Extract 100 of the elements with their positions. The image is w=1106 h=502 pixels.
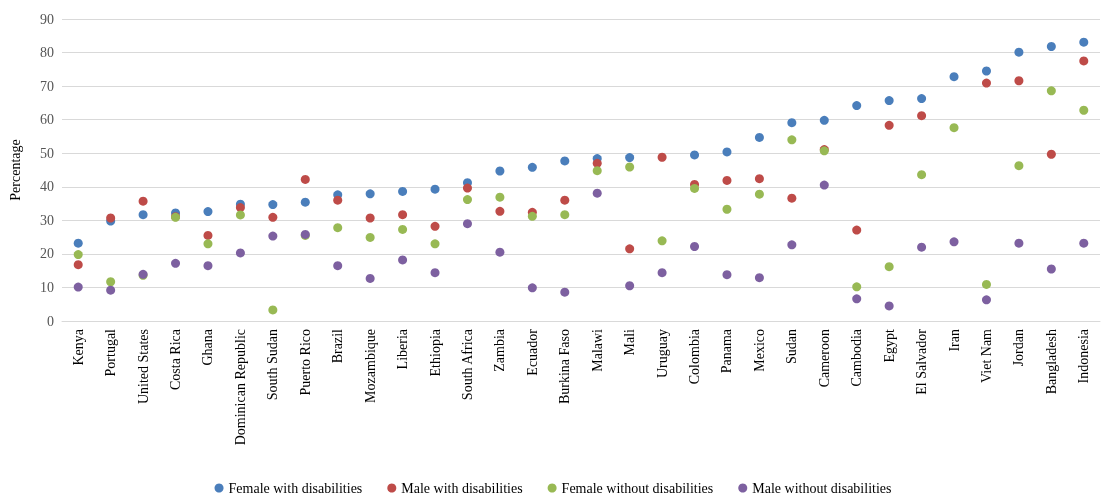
x-tick-label: Viet Nam xyxy=(978,328,994,383)
point xyxy=(917,111,927,121)
point xyxy=(884,262,894,272)
point xyxy=(625,281,635,291)
x-tick-label: Burkina Faso xyxy=(557,329,573,405)
x-tick-label: Zambia xyxy=(492,328,508,372)
point xyxy=(495,206,505,216)
point xyxy=(981,66,991,76)
point xyxy=(171,258,181,268)
point xyxy=(981,295,991,305)
point xyxy=(268,200,278,210)
x-tick-label: South Sudan xyxy=(265,329,281,401)
point xyxy=(138,210,148,220)
point xyxy=(852,225,862,235)
x-tick-label: Portugal xyxy=(103,328,119,377)
legend-label: Female with disabilities xyxy=(228,480,363,496)
point xyxy=(527,283,537,293)
point xyxy=(462,195,472,205)
x-tick-label: Ecuador xyxy=(524,328,540,376)
point xyxy=(1046,264,1056,274)
x-tick-label: El Salvador xyxy=(914,328,930,395)
point xyxy=(819,115,829,125)
y-tick-label: 70 xyxy=(40,78,54,94)
point xyxy=(754,132,764,142)
point xyxy=(787,135,797,145)
point xyxy=(106,285,116,295)
point xyxy=(754,189,764,199)
point xyxy=(592,188,602,198)
point xyxy=(203,239,213,249)
point xyxy=(73,260,83,270)
point xyxy=(527,211,537,221)
point xyxy=(819,180,829,190)
x-tick-label: Malawi xyxy=(589,328,605,372)
point xyxy=(592,166,602,176)
point xyxy=(852,294,862,304)
point xyxy=(462,219,472,229)
point xyxy=(430,268,440,278)
point xyxy=(754,273,764,283)
y-tick-label: 60 xyxy=(40,112,54,128)
point xyxy=(884,96,894,106)
point xyxy=(365,213,375,223)
point xyxy=(884,301,894,311)
x-tick-label: Brazil xyxy=(330,328,346,364)
point xyxy=(495,192,505,202)
point xyxy=(852,282,862,292)
x-tick-label: Egypt xyxy=(881,328,897,363)
point xyxy=(1014,238,1024,248)
y-tick-label: 80 xyxy=(40,45,54,61)
point xyxy=(657,268,667,278)
point xyxy=(722,147,732,157)
point xyxy=(1014,76,1024,86)
point xyxy=(235,203,245,213)
point xyxy=(1014,47,1024,57)
point xyxy=(981,78,991,88)
y-tick-label: 90 xyxy=(40,11,54,27)
point xyxy=(787,193,797,203)
point xyxy=(495,166,505,176)
point xyxy=(884,120,894,130)
x-tick-label: Dominican Republic xyxy=(232,329,248,446)
x-tick-label: Panama xyxy=(719,328,735,374)
y-tick-label: 50 xyxy=(40,145,54,161)
point xyxy=(1046,86,1056,96)
point xyxy=(1079,238,1089,248)
point xyxy=(560,287,570,297)
x-tick-label: Ethiopia xyxy=(427,328,443,377)
point xyxy=(852,101,862,111)
legend-label: Male without disabilities xyxy=(752,480,892,496)
point xyxy=(657,236,667,246)
point xyxy=(398,210,408,220)
point xyxy=(690,242,700,251)
point xyxy=(430,239,440,249)
point xyxy=(73,282,83,292)
point xyxy=(398,186,408,196)
point xyxy=(106,277,116,287)
point xyxy=(495,247,505,257)
x-tick-label: Mexico xyxy=(751,329,767,372)
point xyxy=(138,196,148,206)
point xyxy=(787,240,797,250)
point xyxy=(981,279,991,289)
point xyxy=(1046,42,1056,52)
point xyxy=(268,212,278,222)
x-tick-label: Sudan xyxy=(784,329,800,364)
point xyxy=(365,273,375,283)
point xyxy=(1079,105,1089,115)
point xyxy=(235,248,245,258)
point xyxy=(722,270,732,280)
point xyxy=(787,118,797,128)
y-tick-label: 20 xyxy=(40,246,54,262)
y-tick-label: 30 xyxy=(40,212,54,228)
point xyxy=(625,153,635,163)
point xyxy=(300,174,310,184)
point xyxy=(462,183,472,193)
point xyxy=(333,195,343,205)
x-tick-label: Mozambique xyxy=(362,329,378,403)
point xyxy=(1046,149,1056,159)
point xyxy=(203,207,213,217)
point xyxy=(690,183,700,193)
point xyxy=(203,230,213,240)
point xyxy=(430,221,440,231)
point xyxy=(1014,161,1024,171)
